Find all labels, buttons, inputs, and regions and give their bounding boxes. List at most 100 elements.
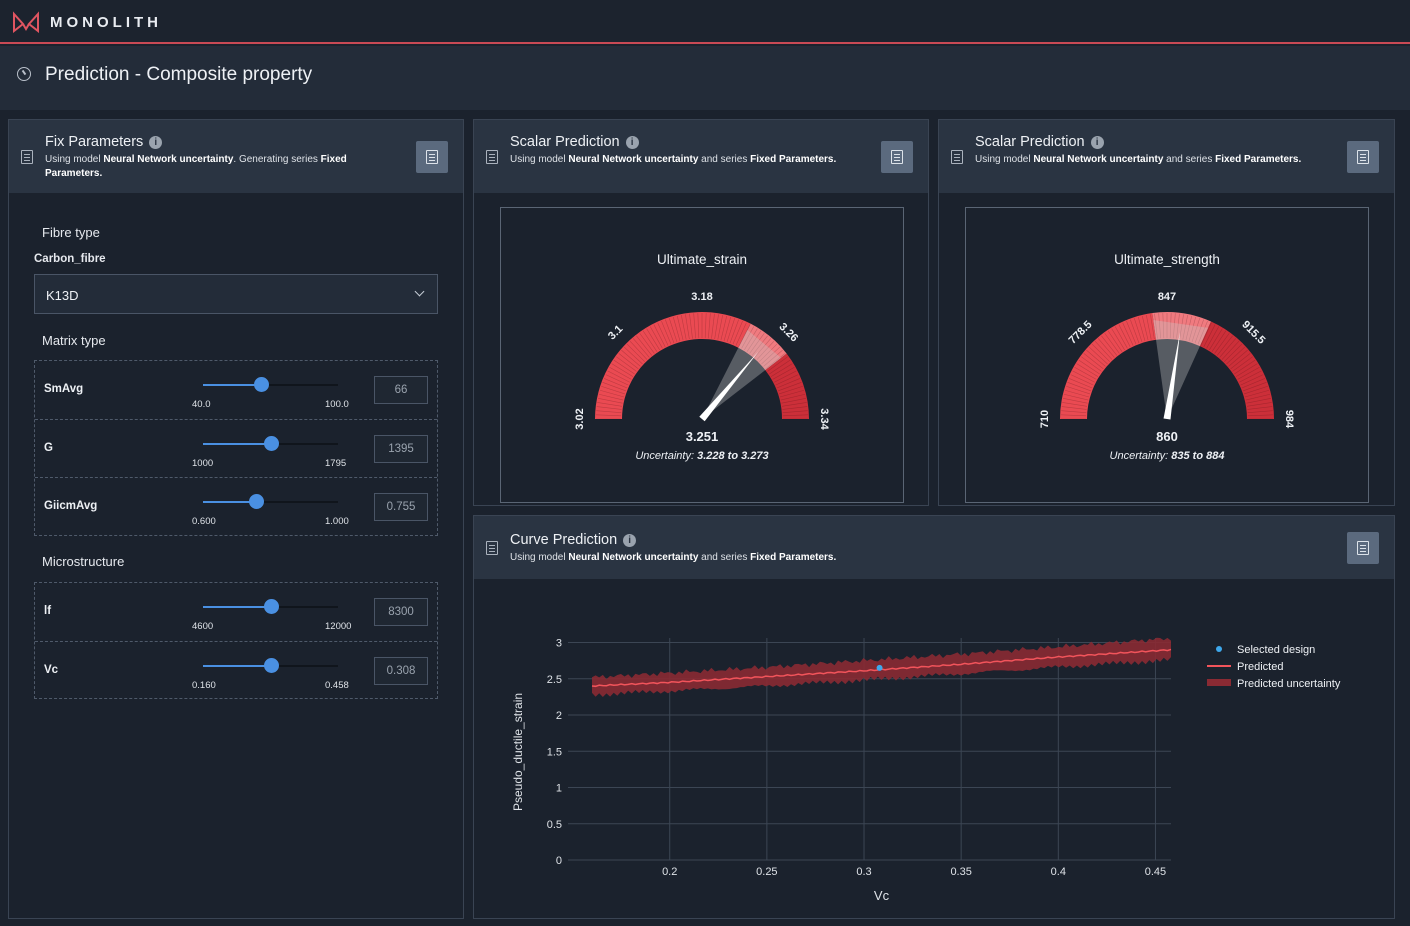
slider-track[interactable] (203, 436, 338, 451)
gauge-tick-mark (1118, 324, 1131, 347)
gauge-tick-mark (602, 382, 627, 392)
y-tick-label: 2.5 (547, 674, 562, 686)
panel-notes-button[interactable] (416, 141, 448, 173)
x-tick-label: 0.3 (856, 866, 871, 878)
slider-value-input[interactable]: 66 (374, 376, 428, 404)
gauge-tick-mark (1245, 393, 1271, 401)
gauge-tick-mark (759, 343, 778, 362)
gauge-tick-mark (1179, 314, 1184, 340)
gauge-tick-mark (717, 314, 723, 340)
fibre-type-value: K13D (46, 288, 79, 303)
gauge-tick-mark (714, 314, 719, 340)
slider-label: Vc (44, 664, 59, 676)
gauge-tick-mark (605, 374, 629, 386)
gauge-tick-mark (1232, 356, 1253, 372)
gauge-tick-mark (596, 406, 622, 410)
slider-value-input[interactable]: 0.308 (374, 657, 428, 685)
panel-notes-button[interactable] (881, 141, 913, 173)
fibre-type-label: Fibre type (42, 225, 100, 240)
fibre-type-select[interactable]: K13D (34, 274, 438, 314)
gauge-tick-mark (1211, 330, 1227, 352)
gauge-band-low (1060, 313, 1157, 419)
gauge-value-label: 860 (1156, 429, 1178, 444)
gauge-icon (17, 67, 31, 81)
slider-fill (203, 384, 262, 386)
gauge-tick-mark (1237, 366, 1260, 380)
x-axis-label: Vc (874, 888, 890, 903)
panel-subtitle: Using model Neural Network uncertainty a… (510, 552, 837, 563)
curve-chart: 0.2 0.25 0.3 0.35 0.4 0.45 0 0.5 1 1.5 2 2.5 3 Vc Pseu… (511, 638, 1341, 904)
gauge-tick-mark (665, 319, 675, 344)
slider-track[interactable] (203, 658, 338, 673)
slider-fill (203, 606, 271, 608)
gauge-tick-mark (685, 314, 690, 340)
gauge-tick-mark (1191, 318, 1201, 343)
slider-track[interactable] (203, 599, 338, 614)
matrix-sliders: SmAvg 40.0 100.0 66 G 1000 1795 1395 GiicmAvg 0.6… (34, 360, 438, 536)
gauge-tick-mark (749, 333, 765, 354)
gauge-tick-mark (632, 338, 650, 358)
strength-gauge: Ultimate_strength 710 778.5 847 915.5 984 860 U… (1039, 252, 1295, 462)
panel-notes-button[interactable] (1347, 141, 1379, 173)
slider-handle[interactable] (263, 658, 279, 673)
microstructure-label: Microstructure (42, 554, 125, 569)
gauge-tick-mark (1169, 313, 1172, 339)
gauge-tick-mark (720, 315, 728, 341)
strain-gauge: Ultimate_strain 3.02 3.1 3.18 3.26 3.34 3.251 U… (574, 252, 830, 462)
gauge-uncertainty-wedge (1153, 319, 1209, 419)
slider-row-giicmavg: GiicmAvg 0.600 1.000 0.755 (35, 477, 437, 535)
legend-predicted-uncertainty: Predicted uncertainty (1237, 678, 1341, 690)
panel-header: Fix Parameters i Using model Neural Netwo… (9, 120, 463, 193)
gauge-band-high (1199, 321, 1274, 419)
slider-track[interactable] (203, 377, 338, 392)
slider-value-input[interactable]: 8300 (374, 598, 428, 626)
y-tick-label: 1.5 (547, 746, 562, 758)
slider-handle[interactable] (263, 599, 279, 614)
slider-handle[interactable] (263, 436, 279, 451)
gauge-tick-label: 710 (1039, 410, 1051, 428)
selected-design-point (876, 664, 883, 671)
info-icon[interactable]: i (149, 136, 163, 149)
info-icon[interactable]: i (623, 534, 637, 547)
gauge-tick-mark (1104, 333, 1120, 354)
slider-value-input[interactable]: 1395 (374, 435, 428, 463)
scalar-prediction-panel-strength: Scalar Prediction i Using model Neural Ne… (938, 119, 1395, 506)
gauge-tick-mark (1244, 389, 1270, 398)
gauge-tick-mark (1068, 378, 1093, 389)
slider-value-input[interactable]: 0.755 (374, 493, 428, 521)
gauge-tick-mark (769, 359, 791, 375)
gauge-tick-mark (775, 374, 799, 386)
y-tick-label: 0.5 (547, 819, 562, 831)
gauge-tick-mark (1182, 314, 1188, 340)
gauge-frame: Ultimate_strain 3.02 3.1 3.18 3.26 3.34 3.251 U… (500, 207, 904, 503)
panel-header: Scalar Prediction i Using model Neural Ne… (474, 120, 928, 193)
gauge-tick-mark (636, 335, 653, 356)
gauge-tick-mark (1247, 406, 1273, 410)
slider-min-label: 4600 (192, 621, 214, 632)
slider-track[interactable] (203, 494, 338, 509)
gauge-tick-mark (744, 328, 758, 351)
panel-notes-button[interactable] (1347, 532, 1379, 564)
slider-row-vc: Vc 0.160 0.458 0.308 (35, 641, 437, 699)
gauge-tick-mark (778, 385, 803, 395)
panel-header: Curve Prediction i Using model Neural Net… (474, 516, 1394, 579)
fix-parameters-panel: Fix Parameters i Using model Neural Netwo… (8, 119, 464, 919)
gauge-tick-mark (693, 313, 696, 339)
gauge-tick-mark (611, 363, 634, 377)
y-tick-label: 1 (556, 783, 562, 795)
slider-handle[interactable] (254, 377, 270, 392)
gauge-tick-mark (711, 313, 715, 339)
legend-uncertainty-marker (1207, 679, 1231, 686)
legend-selected-design: Selected design (1237, 644, 1315, 656)
slider-max-label: 100.0 (325, 399, 349, 410)
gauge-tick-mark (1216, 335, 1233, 356)
info-icon[interactable]: i (1090, 136, 1104, 149)
gauge-tick-mark (596, 410, 622, 413)
gauge-tick-mark (1230, 353, 1251, 370)
slider-handle[interactable] (248, 494, 264, 509)
document-icon (891, 150, 903, 164)
slider-row-g: G 1000 1795 1395 (35, 419, 437, 477)
gauge-tick-mark (751, 335, 768, 356)
info-icon[interactable]: i (625, 136, 639, 149)
gauge-tick-mark (1141, 315, 1149, 341)
